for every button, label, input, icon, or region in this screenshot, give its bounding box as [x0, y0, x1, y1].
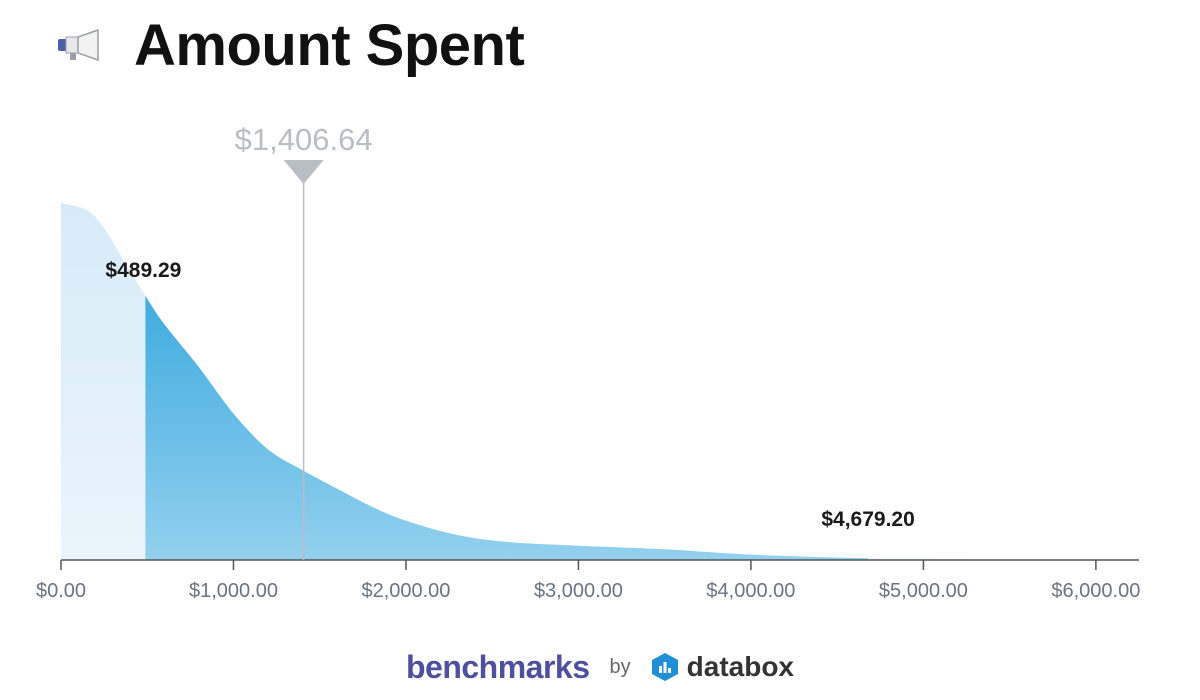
- benchmarks-logo: benchmarks: [405, 648, 590, 685]
- area-typical-range: [145, 295, 869, 560]
- x-axis-ticks: $0.00 $1,000.00 $2,000.00 $3,000.00 $4,000.0…: [36, 560, 1140, 602]
- databox-logo-icon: [651, 653, 678, 681]
- footer-branding: benchmarks by databox: [0, 645, 1200, 689]
- megaphone-icon: [58, 29, 99, 61]
- range-low-label: $489.29: [105, 259, 181, 282]
- x-tick-label: $2,000.00: [361, 580, 450, 602]
- chart-title: Amount Spent: [134, 12, 525, 78]
- x-tick-label: $0.00: [36, 580, 86, 602]
- median-label: $1,406.64: [235, 122, 373, 157]
- chart-header: Amount Spent: [58, 10, 525, 80]
- databox-logo-text: databox: [686, 651, 794, 682]
- x-tick-label: $1,000.00: [189, 580, 278, 602]
- x-tick-label: $4,000.00: [706, 580, 795, 602]
- x-tick-label: $5,000.00: [879, 580, 968, 602]
- by-text: by: [609, 655, 631, 678]
- x-tick-label: $6,000.00: [1051, 580, 1140, 602]
- range-high-label: $4,679.20: [821, 508, 914, 531]
- area-below-range: [61, 203, 146, 560]
- median-marker: [283, 160, 324, 184]
- x-tick-label: $3,000.00: [534, 580, 623, 602]
